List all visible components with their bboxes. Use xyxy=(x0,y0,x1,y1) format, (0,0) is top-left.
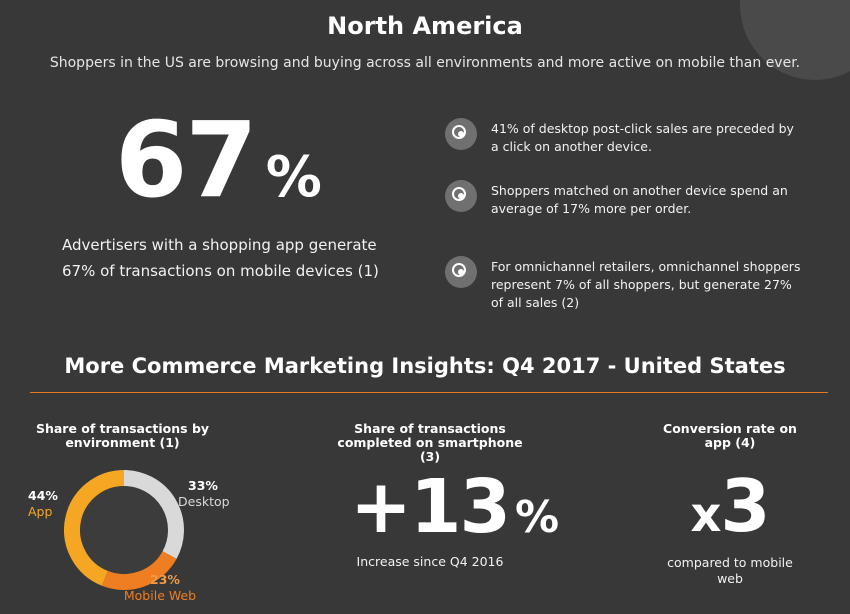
smartphone-heading: Share of transactions completed on smart… xyxy=(337,421,523,464)
desktop-value: 33% xyxy=(188,478,218,493)
smartphone-stat-value: +13 xyxy=(350,464,511,550)
donut-slice-desktop xyxy=(123,470,184,559)
mobile-label-group: 23% Mobile Web xyxy=(120,572,200,604)
page-subtitle: Shoppers in the US are browsing and buyi… xyxy=(49,55,801,71)
donut-slice-app xyxy=(64,470,125,586)
target-icon xyxy=(445,256,477,288)
section-divider xyxy=(30,392,828,393)
app-label: App xyxy=(28,504,53,519)
smartphone-stat: +13% xyxy=(350,470,559,544)
target-icon xyxy=(445,180,477,212)
page-title: North America xyxy=(327,12,523,40)
conversion-caption: compared to mobile web xyxy=(667,555,793,586)
donut-slice-mobile-web xyxy=(101,550,177,590)
conversion-heading: Conversion rate on app (4) xyxy=(663,421,797,450)
hero-stat-unit: % xyxy=(265,145,322,210)
hero-stat: 67% xyxy=(115,108,322,212)
bullet-item: Shoppers matched on another device spend… xyxy=(445,180,805,218)
conversion-stat: x3 xyxy=(660,470,800,542)
insights-title: More Commerce Marketing Insights: Q4 201… xyxy=(64,354,786,378)
bullet-text: Shoppers matched on another device spend… xyxy=(491,183,788,216)
app-label-group: 44% App xyxy=(28,488,58,520)
mobile-value: 23% xyxy=(150,572,180,587)
donut-svg xyxy=(64,470,184,590)
bullet-item: For omnichannel retailers, omnichannel s… xyxy=(445,256,805,312)
bullet-text: 41% of desktop post-click sales are prec… xyxy=(491,121,794,154)
desktop-label: Desktop xyxy=(178,494,230,509)
conversion-prefix: x xyxy=(690,487,721,543)
environment-donut-chart xyxy=(64,470,184,590)
hero-caption: Advertisers with a shopping app generate… xyxy=(62,236,379,280)
hero-stat-value: 67 xyxy=(115,99,258,221)
app-value: 44% xyxy=(28,488,58,503)
conversion-value: 3 xyxy=(720,464,770,548)
smartphone-caption: Increase since Q4 2016 xyxy=(356,554,504,569)
bullet-item: 41% of desktop post-click sales are prec… xyxy=(445,118,805,156)
smartphone-stat-unit: % xyxy=(514,492,559,543)
donut-hole xyxy=(80,486,168,574)
environment-heading: Share of transactions by environment (1) xyxy=(35,421,210,450)
target-icon xyxy=(445,118,477,150)
desktop-label-group: 33% Desktop xyxy=(178,478,230,510)
bullet-text: For omnichannel retailers, omnichannel s… xyxy=(491,259,801,310)
mobile-label: Mobile Web xyxy=(123,588,197,603)
